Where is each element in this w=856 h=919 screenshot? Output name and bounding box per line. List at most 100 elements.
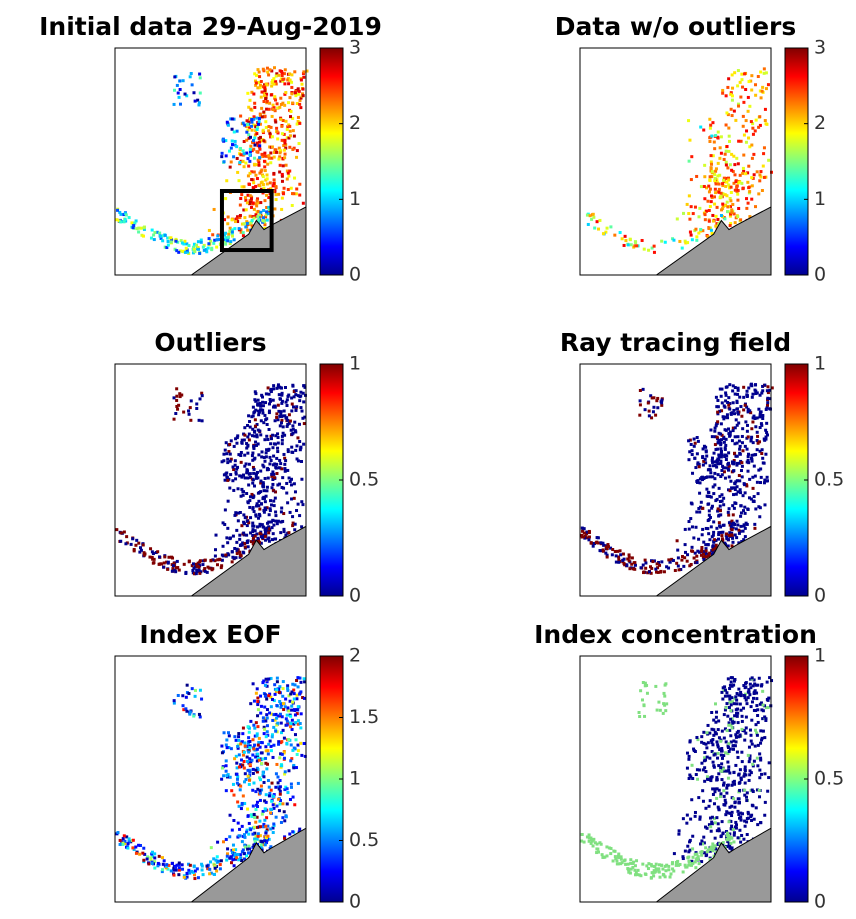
map-pixel — [276, 450, 279, 453]
map-pixel — [279, 151, 282, 154]
map-pixel — [272, 803, 275, 806]
map-pixel — [212, 857, 215, 860]
map-pixel — [768, 761, 771, 764]
map-pixel — [296, 149, 299, 152]
map-pixel — [714, 191, 717, 194]
map-pixel — [248, 160, 251, 163]
map-pixel — [226, 239, 229, 242]
map-pixel — [734, 821, 737, 824]
map-pixel — [268, 786, 271, 789]
map-pixel — [263, 728, 266, 731]
map-pixel — [747, 165, 750, 168]
map-pixel — [642, 564, 645, 567]
map-pixel — [686, 752, 689, 755]
map-pixel — [260, 762, 263, 765]
map-pixel — [172, 564, 175, 567]
map-pixel — [229, 473, 232, 476]
map-pixel — [740, 461, 743, 464]
map-pixel — [271, 434, 274, 437]
map-pixel — [741, 449, 744, 452]
map-pixel — [746, 470, 749, 473]
map-pixel — [187, 692, 190, 695]
map-pixel — [267, 125, 270, 128]
map-pixel — [296, 676, 299, 679]
map-pixel — [248, 172, 251, 175]
map-pixel — [741, 172, 744, 175]
map-pixel — [279, 790, 282, 793]
map-pixel — [228, 230, 231, 233]
map-pixel — [737, 836, 740, 839]
map-pixel — [223, 160, 226, 163]
map-pixel — [225, 471, 228, 474]
map-pixel — [766, 404, 769, 407]
map-pixel — [709, 127, 712, 130]
map-pixel — [713, 203, 716, 206]
map-pixel — [739, 405, 742, 408]
map-pixel — [705, 455, 708, 458]
map-pixel — [641, 863, 644, 866]
map-pixel — [728, 706, 731, 709]
map-pixel — [225, 738, 228, 741]
map-pixel — [278, 466, 281, 469]
map-pixel — [758, 515, 761, 518]
map-pixel — [750, 89, 753, 92]
map-pixel — [123, 834, 126, 837]
map-pixel — [725, 706, 728, 709]
map-pixel — [194, 100, 197, 103]
map-pixel — [704, 458, 707, 461]
map-pixel — [261, 741, 264, 744]
map-pixel — [731, 528, 734, 531]
map-pixel — [297, 116, 300, 119]
map-pixel — [687, 212, 690, 215]
map-pixel — [680, 559, 683, 562]
map-pixel — [726, 838, 729, 841]
map-pixel — [245, 468, 248, 471]
map-pixel — [624, 235, 627, 238]
map-pixel — [703, 766, 706, 769]
map-pixel — [750, 383, 753, 386]
map-pixel — [264, 97, 267, 100]
map-pixel — [699, 851, 702, 854]
map-pixel — [688, 520, 691, 523]
map-pixel — [269, 398, 272, 401]
map-pixel — [132, 839, 135, 842]
map-pixel — [267, 129, 270, 132]
map-pixel — [240, 476, 243, 479]
map-pixel — [279, 164, 282, 167]
map-pixel — [714, 821, 717, 824]
map-pixel — [184, 93, 187, 96]
map-pixel — [727, 150, 730, 153]
map-pixel — [282, 164, 285, 167]
map-pixel — [725, 94, 728, 97]
map-pixel — [233, 445, 236, 448]
map-pixel — [200, 698, 203, 701]
map-pixel — [275, 467, 278, 470]
map-pixel — [715, 711, 718, 714]
map-pixel — [290, 786, 293, 789]
map-pixel — [758, 173, 761, 176]
map-pixel — [766, 401, 769, 404]
map-pixel — [737, 797, 740, 800]
map-pixel — [712, 846, 715, 849]
map-pixel — [740, 504, 743, 507]
map-pixel — [756, 170, 759, 173]
map-pixel — [220, 155, 223, 158]
map-pixel — [230, 861, 233, 864]
map-pixel — [595, 541, 598, 544]
map-pixel — [742, 167, 745, 170]
map-pixel — [299, 391, 302, 394]
map-pixel — [702, 836, 705, 839]
map-pixel — [280, 125, 283, 128]
map-pixel — [750, 819, 753, 822]
map-pixel — [723, 441, 726, 444]
map-pixel — [227, 500, 230, 503]
map-pixel — [738, 829, 741, 832]
map-pixel — [688, 528, 691, 531]
map-pixel — [753, 523, 756, 526]
map-pixel — [276, 102, 279, 105]
map-pixel — [619, 553, 622, 556]
map-pixel — [732, 384, 735, 387]
map-pixel — [189, 419, 192, 422]
map-pixel — [710, 741, 713, 744]
map-pixel — [715, 779, 718, 782]
